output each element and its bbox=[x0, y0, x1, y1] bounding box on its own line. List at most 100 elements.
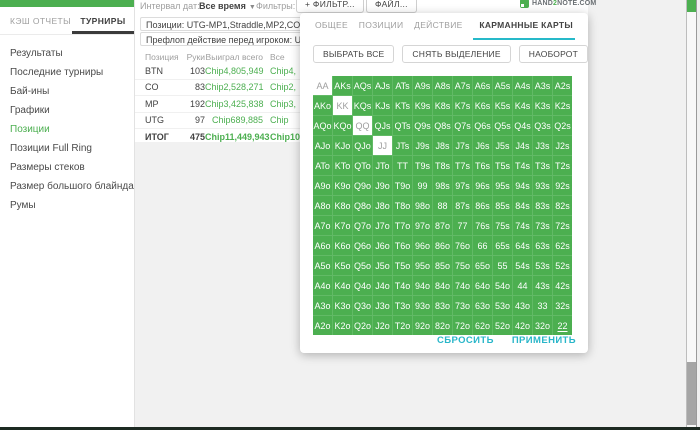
hand-cell-KJs[interactable]: KJs bbox=[373, 96, 392, 115]
hand-cell-84o[interactable]: 84o bbox=[433, 276, 452, 295]
hand-cell-J9o[interactable]: J9o bbox=[373, 176, 392, 195]
hand-cell-72s[interactable]: 72s bbox=[553, 216, 572, 235]
sidebar-item-результаты[interactable]: Результаты bbox=[10, 48, 63, 59]
hand-cell-A5o[interactable]: A5o bbox=[313, 256, 332, 275]
hand-cell-64o[interactable]: 64o bbox=[473, 276, 492, 295]
scrollbar-thumb[interactable] bbox=[687, 362, 696, 425]
reset-link[interactable]: СБРОСИТЬ bbox=[437, 335, 494, 346]
hand-cell-72o[interactable]: 72o bbox=[453, 316, 472, 335]
hand-cell-TT[interactable]: TT bbox=[393, 156, 412, 175]
hand-cell-86s[interactable]: 86s bbox=[473, 196, 492, 215]
scrollbar-thumb-top[interactable] bbox=[687, 0, 696, 12]
hand-cell-32s[interactable]: 32s bbox=[553, 296, 572, 315]
hand-cell-J5o[interactable]: J5o bbox=[373, 256, 392, 275]
hand-cell-84s[interactable]: 84s bbox=[513, 196, 532, 215]
hand-cell-85s[interactable]: 85s bbox=[493, 196, 512, 215]
hand-cell-62s[interactable]: 62s bbox=[553, 236, 572, 255]
invert-button[interactable]: НАОБОРОТ bbox=[518, 45, 588, 63]
tab-positions[interactable]: ПОЗИЦИИ bbox=[358, 20, 404, 30]
hand-cell-94o[interactable]: 94o bbox=[413, 276, 432, 295]
hand-cell-A7s[interactable]: A7s bbox=[453, 76, 472, 95]
hand-cell-J8o[interactable]: J8o bbox=[373, 196, 392, 215]
hand-cell-42o[interactable]: 42o bbox=[513, 316, 532, 335]
hand-cell-95s[interactable]: 95s bbox=[493, 176, 512, 195]
hand-cell-T8s[interactable]: T8s bbox=[433, 156, 452, 175]
hand-cell-K6s[interactable]: K6s bbox=[473, 96, 492, 115]
hand-cell-Q4s[interactable]: Q4s bbox=[513, 116, 532, 135]
hand-cell-87o[interactable]: 87o bbox=[433, 216, 452, 235]
hand-cell-K4o[interactable]: K4o bbox=[333, 276, 352, 295]
hand-cell-A3o[interactable]: A3o bbox=[313, 296, 332, 315]
hand-cell-T5o[interactable]: T5o bbox=[393, 256, 412, 275]
hand-cell-J5s[interactable]: J5s bbox=[493, 136, 512, 155]
hand-cell-96o[interactable]: 96o bbox=[413, 236, 432, 255]
hand-cell-K7s[interactable]: K7s bbox=[453, 96, 472, 115]
hand-cell-A9s[interactable]: A9s bbox=[413, 76, 432, 95]
interval-dropdown[interactable]: Все время ▼ bbox=[199, 1, 256, 11]
sidebar-item-позиции-full-ring[interactable]: Позиции Full Ring bbox=[10, 143, 92, 154]
hand-cell-T6s[interactable]: T6s bbox=[473, 156, 492, 175]
hand-cell-88[interactable]: 88 bbox=[433, 196, 452, 215]
hand-cell-52o[interactable]: 52o bbox=[493, 316, 512, 335]
hand-cell-QTs[interactable]: QTs bbox=[393, 116, 412, 135]
hand-cell-A2o[interactable]: A2o bbox=[313, 316, 332, 335]
hand-cell-J4s[interactable]: J4s bbox=[513, 136, 532, 155]
hand-cell-97o[interactable]: 97o bbox=[413, 216, 432, 235]
hand-cell-KK[interactable]: KK bbox=[333, 96, 352, 115]
vertical-scrollbar[interactable] bbox=[686, 0, 697, 427]
hand-cell-Q5s[interactable]: Q5s bbox=[493, 116, 512, 135]
hand-cell-T2s[interactable]: T2s bbox=[553, 156, 572, 175]
hand-cell-A5s[interactable]: A5s bbox=[493, 76, 512, 95]
hand-cell-54s[interactable]: 54s bbox=[513, 256, 532, 275]
hand-cell-97s[interactable]: 97s bbox=[453, 176, 472, 195]
sidebar-item-размер-большого-блайнда[interactable]: Размер большого блайнда bbox=[10, 181, 134, 192]
hand-cell-85o[interactable]: 85o bbox=[433, 256, 452, 275]
hand-cell-99[interactable]: 99 bbox=[413, 176, 432, 195]
hand-cell-K2s[interactable]: K2s bbox=[553, 96, 572, 115]
hand-cell-T6o[interactable]: T6o bbox=[393, 236, 412, 255]
hand-cell-KTo[interactable]: KTo bbox=[333, 156, 352, 175]
hand-cell-J2s[interactable]: J2s bbox=[553, 136, 572, 155]
hand-cell-44[interactable]: 44 bbox=[513, 276, 532, 295]
hand-cell-76o[interactable]: 76o bbox=[453, 236, 472, 255]
hand-cell-Q3o[interactable]: Q3o bbox=[353, 296, 372, 315]
sidebar-tab-tournaments[interactable]: ТУРНИРЫ bbox=[72, 7, 134, 34]
hand-cell-Q8o[interactable]: Q8o bbox=[353, 196, 372, 215]
hand-cell-A8s[interactable]: A8s bbox=[433, 76, 452, 95]
table-row[interactable]: BTN 103 Chip4,805,949 Chip4, bbox=[135, 63, 370, 79]
hand-cell-AKo[interactable]: AKo bbox=[313, 96, 332, 115]
hand-cell-A8o[interactable]: A8o bbox=[313, 196, 332, 215]
hand-cell-Q9o[interactable]: Q9o bbox=[353, 176, 372, 195]
hand-cell-J4o[interactable]: J4o bbox=[373, 276, 392, 295]
hand-cell-K9s[interactable]: K9s bbox=[413, 96, 432, 115]
hand-cell-AKs[interactable]: AKs bbox=[333, 76, 352, 95]
hand-cell-KJo[interactable]: KJo bbox=[333, 136, 352, 155]
hand-cell-ATo[interactable]: ATo bbox=[313, 156, 332, 175]
hand-cell-Q6o[interactable]: Q6o bbox=[353, 236, 372, 255]
hand-cell-87s[interactable]: 87s bbox=[453, 196, 472, 215]
hand-cell-QTo[interactable]: QTo bbox=[353, 156, 372, 175]
hand-cell-93s[interactable]: 93s bbox=[533, 176, 552, 195]
hand-cell-QQ[interactable]: QQ bbox=[353, 116, 372, 135]
hand-cell-KQs[interactable]: KQs bbox=[353, 96, 372, 115]
hand-cell-43o[interactable]: 43o bbox=[513, 296, 532, 315]
filter-chip-positions[interactable]: Позиции: UTG-MP1,Straddle,MP2,CO,BTN bbox=[140, 17, 318, 31]
hand-cell-J6s[interactable]: J6s bbox=[473, 136, 492, 155]
sidebar-item-позиции[interactable]: Позиции bbox=[10, 124, 50, 135]
hand-cell-53o[interactable]: 53o bbox=[493, 296, 512, 315]
hand-cell-K7o[interactable]: K7o bbox=[333, 216, 352, 235]
hand-cell-A4s[interactable]: A4s bbox=[513, 76, 532, 95]
hand-cell-98o[interactable]: 98o bbox=[413, 196, 432, 215]
hand-cell-AJo[interactable]: AJo bbox=[313, 136, 332, 155]
sidebar-item-румы[interactable]: Румы bbox=[10, 200, 36, 211]
table-row[interactable]: CO 83 Chip2,528,271 Chip2, bbox=[135, 78, 370, 96]
hand-cell-QJs[interactable]: QJs bbox=[373, 116, 392, 135]
sidebar-item-бай-ины[interactable]: Бай-ины bbox=[10, 86, 50, 97]
hand-cell-Q7s[interactable]: Q7s bbox=[453, 116, 472, 135]
table-row[interactable]: MP 192 Chip3,425,838 Chip3, bbox=[135, 95, 370, 112]
hand-cell-T4o[interactable]: T4o bbox=[393, 276, 412, 295]
hand-cell-55[interactable]: 55 bbox=[493, 256, 512, 275]
hand-cell-T3o[interactable]: T3o bbox=[393, 296, 412, 315]
hand-cell-K9o[interactable]: K9o bbox=[333, 176, 352, 195]
hand-cell-33[interactable]: 33 bbox=[533, 296, 552, 315]
